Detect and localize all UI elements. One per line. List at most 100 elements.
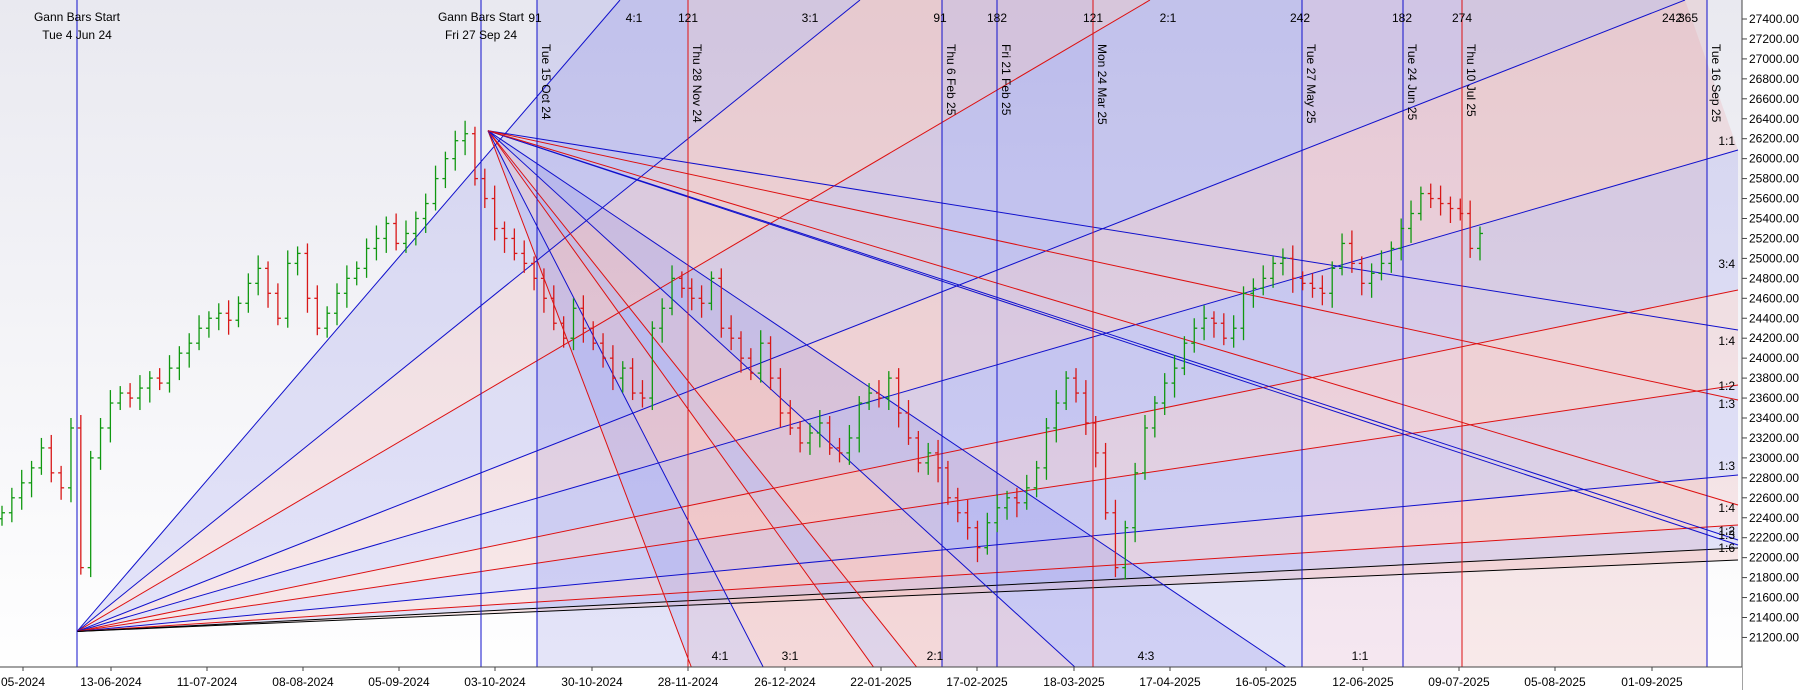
price-bar xyxy=(1378,250,1385,281)
top-count-label: 91 xyxy=(528,11,542,25)
price-bar xyxy=(294,246,301,276)
time-zones xyxy=(537,0,1707,667)
price-bar xyxy=(649,321,656,411)
price-bar xyxy=(550,285,557,331)
price-bar xyxy=(176,346,183,381)
y-tick-label: 22800.00 xyxy=(1749,471,1799,485)
price-bar xyxy=(915,430,922,473)
fan-line xyxy=(487,130,701,691)
right-ratio-label: 1:2 xyxy=(1718,524,1735,538)
top-count-label: 3:1 xyxy=(802,11,819,25)
price-bar xyxy=(669,265,676,316)
time-zone-band xyxy=(997,0,1093,667)
price-bar xyxy=(826,416,833,455)
price-bar xyxy=(127,383,134,408)
right-ratio-label: 1:4 xyxy=(1718,501,1735,515)
price-bar xyxy=(895,368,902,428)
y-tick-label: 26400.00 xyxy=(1749,112,1799,126)
x-axis: 05-2024 13-06-2024 11-07-2024 08-08-2024 05-… xyxy=(0,666,1742,690)
price-bar xyxy=(87,450,94,578)
price-bar xyxy=(1270,256,1277,288)
price-bar xyxy=(1161,373,1168,416)
price-bar xyxy=(491,185,498,241)
price-bar xyxy=(1457,198,1464,221)
bottom-ratio-label: 4:1 xyxy=(712,649,729,663)
price-bar xyxy=(343,265,350,308)
x-tick-label: 08-08-2024 xyxy=(272,675,334,689)
vertical-marker-label: Tue 15 Oct 24 xyxy=(539,44,553,120)
price-bar xyxy=(738,331,744,373)
y-tick-label: 24600.00 xyxy=(1749,291,1799,305)
price-bar xyxy=(38,437,45,475)
bottom-ratio-label: 3:1 xyxy=(782,649,799,663)
x-tick-label: 11-07-2024 xyxy=(177,675,238,689)
fan-line xyxy=(76,0,861,632)
fan-line xyxy=(487,130,1739,546)
gann-start-label: Gann Bars Start xyxy=(438,10,525,24)
price-bar xyxy=(452,130,459,171)
price-bar xyxy=(1092,416,1099,468)
price-bar xyxy=(698,285,705,318)
price-bar xyxy=(1004,490,1011,520)
x-tick-label: 12-06-2025 xyxy=(1332,675,1394,689)
price-bar xyxy=(1329,261,1336,308)
fan-sector xyxy=(77,0,1738,632)
x-tick-label: 13-06-2024 xyxy=(80,675,142,689)
price-bar xyxy=(1289,245,1296,293)
x-tick-label: 30-10-2024 xyxy=(561,675,623,689)
price-bar xyxy=(48,434,55,483)
chart-labels: Tue 15 Oct 24 Thu 28 Nov 24 Thu 6 Feb 25 Fr… xyxy=(34,10,1735,663)
x-tick-label: 03-10-2024 xyxy=(464,675,526,689)
price-bar xyxy=(797,420,804,453)
price-bar xyxy=(875,380,882,408)
price-bar xyxy=(1171,355,1178,398)
y-tick-label: 27400.00 xyxy=(1749,12,1799,26)
right-ratio-label: 1:6 xyxy=(1718,541,1735,555)
price-bar xyxy=(1013,487,1020,518)
price-bar xyxy=(560,316,567,348)
price-bar xyxy=(481,168,488,209)
price-bar xyxy=(767,336,774,391)
price-bar xyxy=(77,415,84,575)
price-bar xyxy=(166,355,173,393)
time-zone-band xyxy=(688,0,942,667)
y-tick-label: 26800.00 xyxy=(1749,72,1799,86)
y-tick-label: 26600.00 xyxy=(1749,92,1799,106)
price-bar xyxy=(1467,200,1474,258)
price-bar xyxy=(97,418,104,470)
price-bar xyxy=(67,418,74,503)
price-bar xyxy=(156,368,163,391)
y-axis-background xyxy=(1742,0,1815,690)
y-tick-label: 25600.00 xyxy=(1749,192,1799,206)
price-bar xyxy=(274,283,281,326)
fan-line xyxy=(487,130,1739,541)
y-tick-label: 21600.00 xyxy=(1749,591,1799,605)
price-bar xyxy=(363,238,370,278)
price-bar xyxy=(1063,371,1070,411)
price-bar xyxy=(688,278,695,311)
price-bar xyxy=(1210,311,1217,338)
time-zone-band xyxy=(1403,0,1462,667)
price-bar xyxy=(314,285,321,336)
vertical-marker-label: Tue 24 Jun 25 xyxy=(1405,44,1419,121)
price-bar xyxy=(265,261,272,308)
price-bar xyxy=(885,371,892,411)
bottom-ratio-label: 1:1 xyxy=(1352,649,1369,663)
right-ratio-label: 1:3 xyxy=(1718,528,1735,542)
price-bar xyxy=(925,442,932,475)
y-tick-label: 27200.00 xyxy=(1749,32,1799,46)
price-bar xyxy=(383,216,390,253)
price-bar xyxy=(1368,263,1375,298)
y-axis: 21200.00 21400.00 21600.00 21800.00 22000.00… xyxy=(1741,0,1815,690)
fan-line xyxy=(76,384,1739,632)
y-tick-label: 24800.00 xyxy=(1749,271,1799,285)
price-bar xyxy=(1299,271,1306,291)
price-bar xyxy=(412,211,419,246)
price-bar xyxy=(1053,390,1060,443)
y-tick-label: 24200.00 xyxy=(1749,331,1799,345)
fan-line xyxy=(487,130,776,691)
price-bar xyxy=(284,250,291,328)
vertical-marker-label: Thu 28 Nov 24 xyxy=(690,44,704,123)
